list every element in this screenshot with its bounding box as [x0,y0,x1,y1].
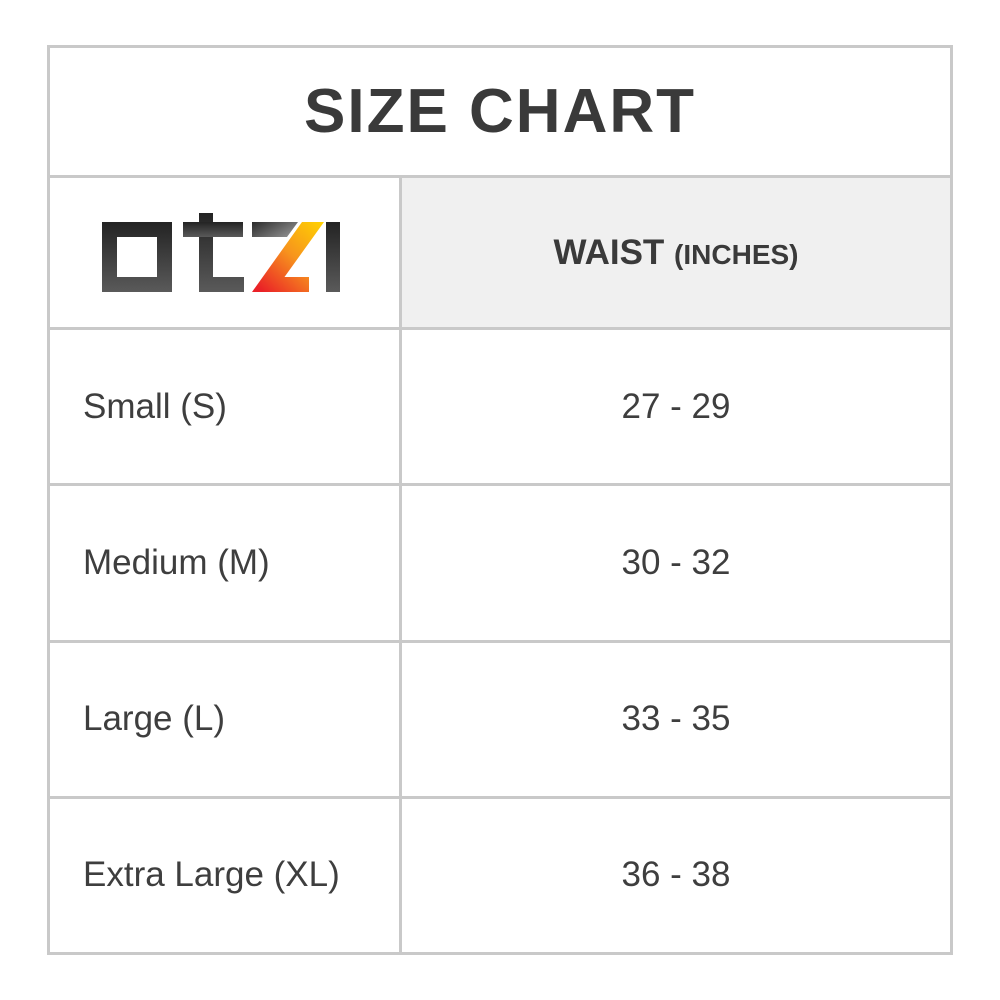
waist-value: 33 - 35 [621,699,731,739]
waist-value: 30 - 32 [621,542,731,582]
title-row: SIZE CHART [50,48,950,175]
size-label-cell: Extra Large (XL) [50,795,399,952]
waist-label: WAIST [553,232,665,272]
size-label: Medium (M) [83,542,270,582]
size-label-cell: Small (S) [50,327,399,484]
size-label-cell: Large (L) [50,639,399,796]
waist-column-header: WAIST (INCHES) [553,233,798,273]
waist-header-cell: WAIST (INCHES) [399,175,950,327]
waist-value-cell: 36 - 38 [399,795,950,952]
waist-value-cell: 30 - 32 [399,483,950,640]
waist-value-cell: 27 - 29 [399,327,950,484]
page-title: SIZE CHART [304,77,696,146]
size-chart-table: SIZE CHART [47,45,953,955]
size-label-cell: Medium (M) [50,483,399,640]
otzi-brand-logo-icon [102,212,340,292]
waist-value-cell: 33 - 35 [399,639,950,796]
waist-value: 27 - 29 [621,386,731,426]
brand-logo-cell [50,175,399,327]
size-label: Large (L) [83,699,226,739]
size-label: Extra Large (XL) [83,855,340,895]
size-label: Small (S) [83,386,227,426]
waist-value: 36 - 38 [621,855,731,895]
waist-unit-label: (INCHES) [674,238,799,270]
